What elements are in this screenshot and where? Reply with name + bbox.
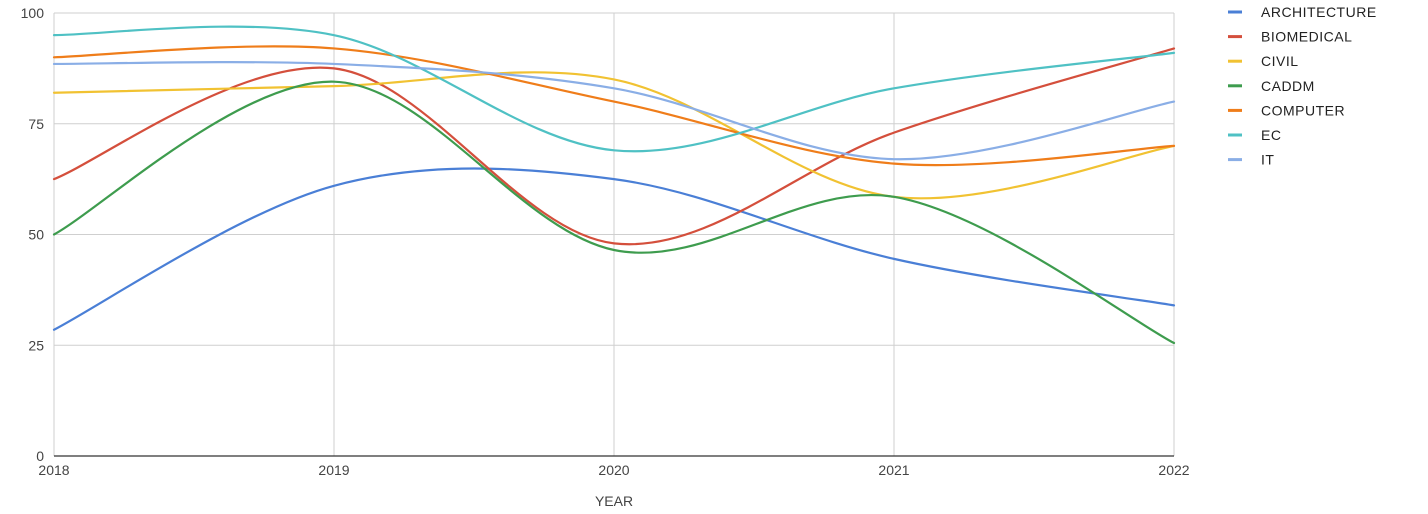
series-line-architecture: [52, 167, 1176, 331]
series-line-caddm: [52, 80, 1176, 345]
x-tick-label: 2020: [598, 462, 629, 478]
y-tick-label: 25: [28, 337, 44, 353]
y-tick-label: 0: [36, 448, 44, 464]
series-line-civil: [52, 71, 1176, 200]
horizontal-gridlines: [54, 12, 1174, 457]
legend-label: EC: [1261, 127, 1281, 143]
y-axis-tick-labels: 0 25 50 75 100: [21, 5, 45, 464]
series-line-biomedical: [52, 47, 1176, 246]
legend-label: CADDM: [1261, 78, 1315, 94]
y-tick-label: 50: [28, 227, 44, 243]
x-tick-label: 2019: [318, 462, 349, 478]
legend-label: BIOMEDICAL: [1261, 29, 1352, 45]
legend-label: ARCHITECTURE: [1261, 4, 1377, 20]
legend-label: COMPUTER: [1261, 102, 1345, 118]
legend-label: CIVIL: [1261, 53, 1299, 69]
y-tick-label: 100: [21, 5, 45, 21]
series-line-computer: [52, 45, 1176, 167]
x-tick-label: 2021: [878, 462, 909, 478]
x-tick-label: 2018: [38, 462, 69, 478]
series-line-ec: [52, 25, 1176, 153]
x-tick-label: 2022: [1158, 462, 1189, 478]
y-tick-label: 75: [28, 116, 44, 132]
series-line-it: [52, 61, 1176, 161]
x-axis-title: YEAR: [595, 493, 633, 509]
legend: ARCHITECTURE BIOMEDICAL CIVIL CADDM COMPUTER…: [1228, 4, 1377, 168]
x-axis-tick-labels: 2018 2019 2020 2021 2022: [38, 462, 1189, 478]
series-lines: [52, 25, 1176, 345]
legend-label: IT: [1261, 152, 1274, 168]
